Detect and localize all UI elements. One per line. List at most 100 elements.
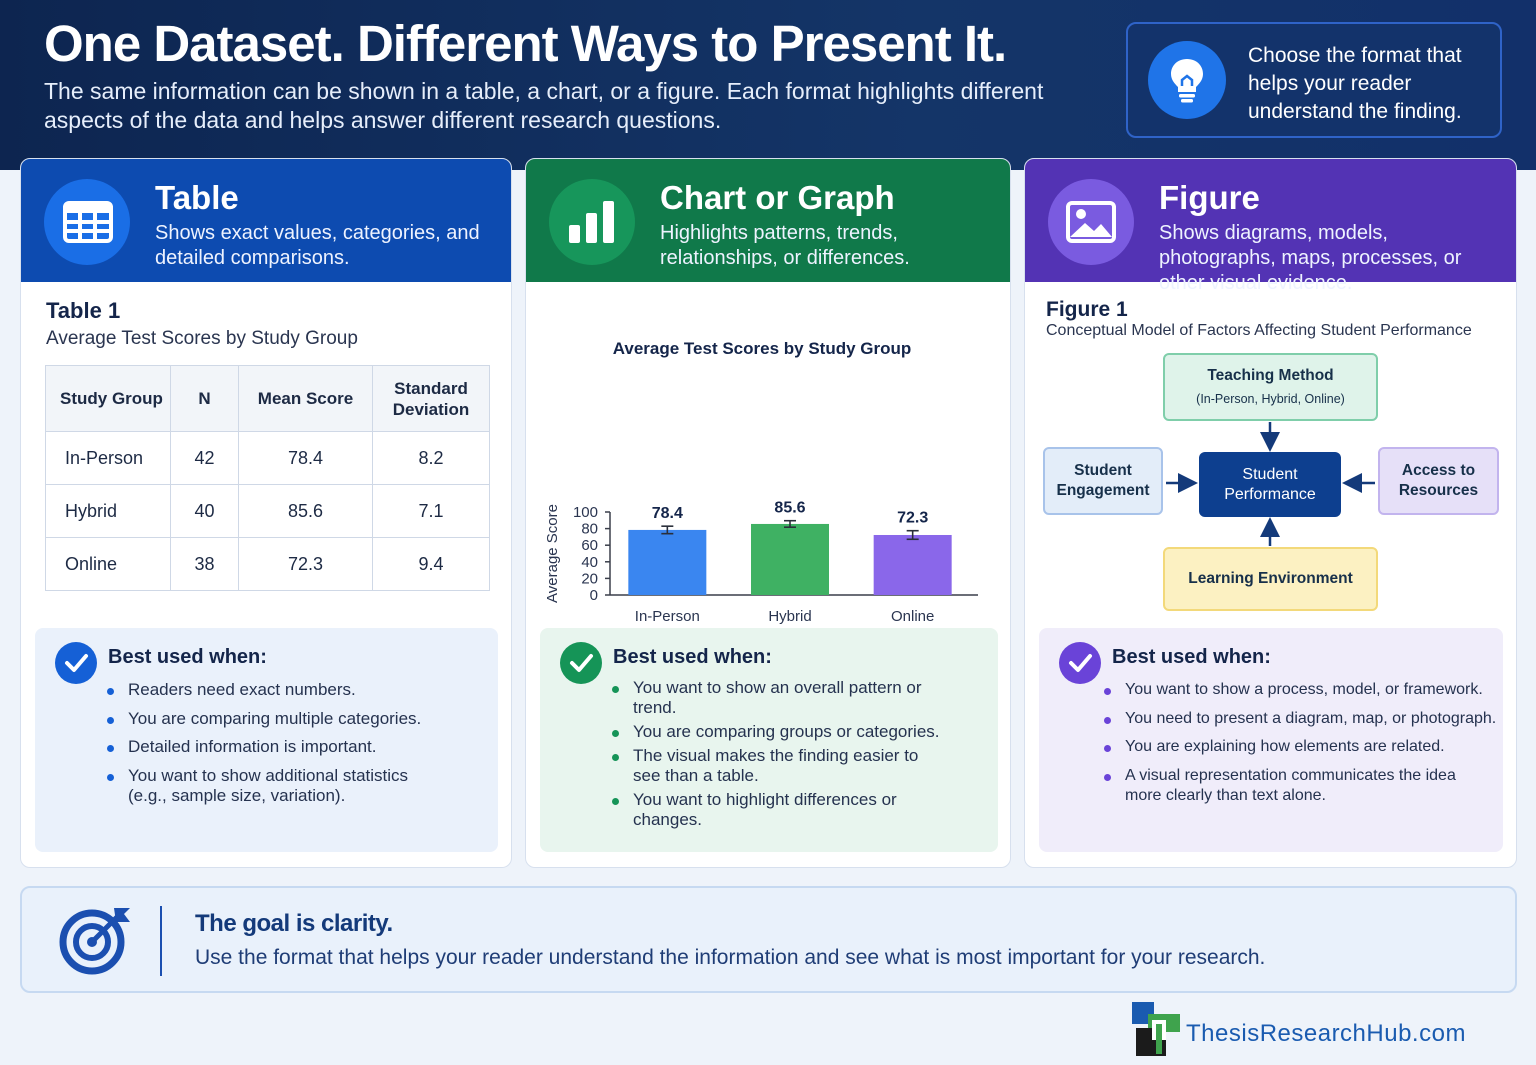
table-row: In-Person 42 78.4 8.2 [45,431,490,485]
table-cell: 7.1 [372,484,490,538]
table-cell: Online [45,537,171,591]
table-cell: 40 [170,484,239,538]
table-card-header: Table Shows exact values, categories, an… [21,159,511,282]
chart-card: Chart or Graph Highlights patterns, tren… [525,158,1011,868]
list-item: The visual makes the finding easier to s… [612,746,933,786]
logo-icon [1132,1002,1180,1056]
y-tick-label: 60 [581,537,598,554]
table-icon [44,179,130,265]
best-used-list: You want to show a process, model, or fr… [1103,680,1497,814]
diagram-node-student-engagement: Student Engagement [1043,447,1163,515]
checkmark-icon [560,642,602,684]
goal-text: Use the format that helps your reader un… [195,946,1266,969]
data-label: 78.4 [652,505,683,522]
tip-box: Choose the format that helps your reader… [1126,22,1502,138]
x-tick-label: Hybrid [768,608,811,625]
figure-card-description: Shows diagrams, models, photographs, map… [1159,222,1462,294]
diagram-node-label: Access to Resources [1398,462,1479,499]
chart-title: Average Test Scores by Study Group [613,339,912,358]
data-table: Study Group N Mean Score Standard Deviat… [45,365,490,591]
bar-chart: Average Test Scores by Study Group 020406… [544,339,978,625]
column-header: Study Group [45,365,171,432]
list-item: You are explaining how elements are rela… [1103,737,1496,757]
table-caption-label: Table 1 [46,298,121,323]
list-item: You are comparing multiple categories. [107,709,448,729]
best-used-title: Best used when: [1112,646,1271,668]
list-item: A visual representation communicates the… [1104,766,1465,806]
list-item: You need to present a diagram, map, or p… [1103,709,1497,727]
bar [751,523,829,595]
list-item: You want to show additional statistics (… [107,766,448,806]
table-card: Table Shows exact values, categories, an… [20,158,512,868]
diagram-arrows [1166,422,1375,546]
checkmark-icon [1059,642,1101,684]
divider [160,906,162,976]
best-used-title: Best used when: [613,646,772,668]
list-item: You want to show an overall pattern or t… [612,678,933,718]
goal-banner: The goal is clarity. Use the format that… [20,886,1517,993]
image-icon [1048,179,1134,265]
diagram-node-label: Student Performance [1224,465,1316,503]
y-tick-label: 20 [581,570,598,587]
data-label: 85.6 [774,500,805,517]
diagram-node-access-to-resources: Access to Resources [1378,447,1499,515]
bar [628,529,707,595]
best-used-list: You want to show an overall pattern or t… [612,678,973,834]
table-caption-text: Average Test Scores by Study Group [46,328,358,349]
diagram-node-learning-environment: Learning Environment [1163,547,1378,611]
bar-chart-icon [549,179,635,265]
list-item: You want to show a process, model, or fr… [1103,680,1496,700]
best-used-box: Best used when: Readers need exact numbe… [35,628,498,852]
checkmark-icon [55,642,97,684]
diagram-node-label: Learning Environment [1188,570,1353,587]
list-item: Detailed information is important. [107,737,448,757]
figure-caption-label: Figure 1 [1046,298,1128,321]
goal-title: The goal is clarity. [195,910,393,937]
table-cell: Hybrid [45,484,171,538]
table-cell: 38 [170,537,239,591]
page-title: One Dataset. Different Ways to Present I… [44,15,1007,72]
table-header-row: Study Group N Mean Score Standard Deviat… [45,365,490,432]
diagram-node-label: Teaching Method [1207,366,1334,384]
x-tick-label: In-Person [635,608,700,625]
table-cell: 72.3 [238,537,373,591]
list-item: You want to highlight differences or cha… [612,790,923,830]
figure-card-title: Figure [1159,179,1260,216]
best-used-title: Best used when: [108,646,267,668]
brand-logo: ThesisResearchHub.com [1130,1000,1520,1060]
chart-card-header: Chart or Graph Highlights patterns, tren… [526,159,1010,282]
chart-card-title: Chart or Graph [660,179,895,216]
target-icon [58,904,134,981]
table-cell: 85.6 [238,484,373,538]
figure-caption-text: Conceptual Model of Factors Affecting St… [1046,322,1472,339]
y-axis-label: Average Score [544,504,561,603]
diagram-node-sublabel: (In-Person, Hybrid, Online) [1196,391,1345,406]
table-card-description: Shows exact values, categories, and deta… [155,222,480,269]
bar [873,534,952,595]
lightbulb-icon [1148,41,1226,119]
y-tick-label: 0 [590,587,598,604]
chart-card-description: Highlights patterns, trends, relationshi… [660,222,910,269]
table-cell: In-Person [45,431,171,485]
diagram-node-label: Student Engagement [1056,462,1150,499]
table-cell: 8.2 [372,431,490,485]
page-subtitle: The same information can be shown in a t… [44,78,1044,133]
table-cell: 9.4 [372,537,490,591]
y-tick-label: 100 [573,504,598,521]
table-row: Hybrid 40 85.6 7.1 [45,484,490,538]
column-header: N [170,365,239,432]
best-used-box: Best used when: You want to show an over… [540,628,998,852]
table-cell: 42 [170,431,239,485]
table-card-title: Table [155,179,239,216]
best-used-list: Readers need exact numbers. You are comp… [107,680,448,814]
y-tick-label: 40 [581,554,598,571]
figure-card-header: Figure Shows diagrams, models, photograp… [1025,159,1516,294]
table-cell: 78.4 [238,431,373,485]
header-banner: One Dataset. Different Ways to Present I… [0,0,1536,170]
x-tick-label: Online [891,608,934,625]
table-row: Online 38 72.3 9.4 [45,537,490,591]
list-item: Readers need exact numbers. [107,680,448,700]
column-header: Standard Deviation [372,365,490,432]
brand-name: ThesisResearchHub.com [1186,1020,1466,1047]
data-label: 72.3 [897,510,928,527]
